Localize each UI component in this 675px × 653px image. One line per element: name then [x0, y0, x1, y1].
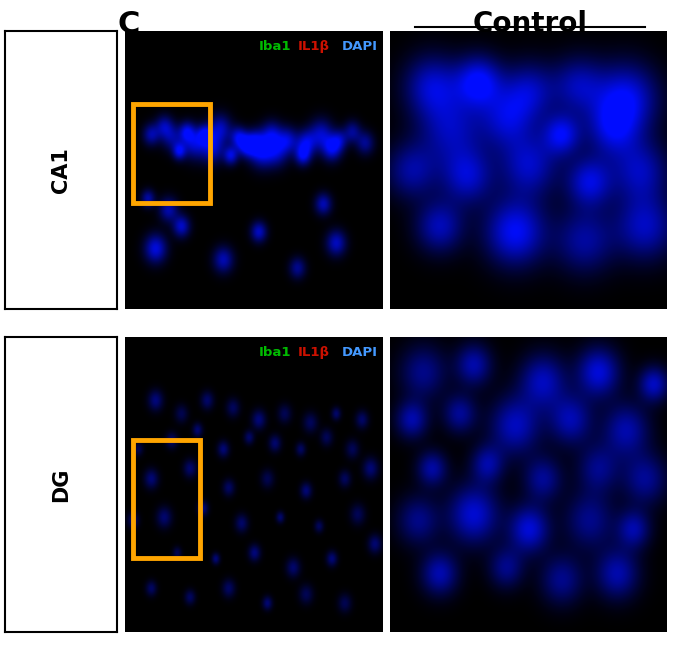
Bar [132, 103, 210, 203]
Text: IL1β: IL1β [298, 346, 329, 358]
Text: DAPI: DAPI [342, 40, 377, 53]
Text: Control: Control [472, 10, 587, 38]
Text: IL1β: IL1β [298, 40, 329, 53]
Text: DG: DG [51, 468, 71, 502]
Text: Iba1: Iba1 [259, 40, 292, 53]
Text: DAPI: DAPI [342, 346, 377, 358]
Bar [132, 440, 200, 558]
Text: C: C [117, 10, 140, 39]
Text: CA1: CA1 [51, 147, 71, 193]
Text: Iba1: Iba1 [259, 346, 292, 358]
